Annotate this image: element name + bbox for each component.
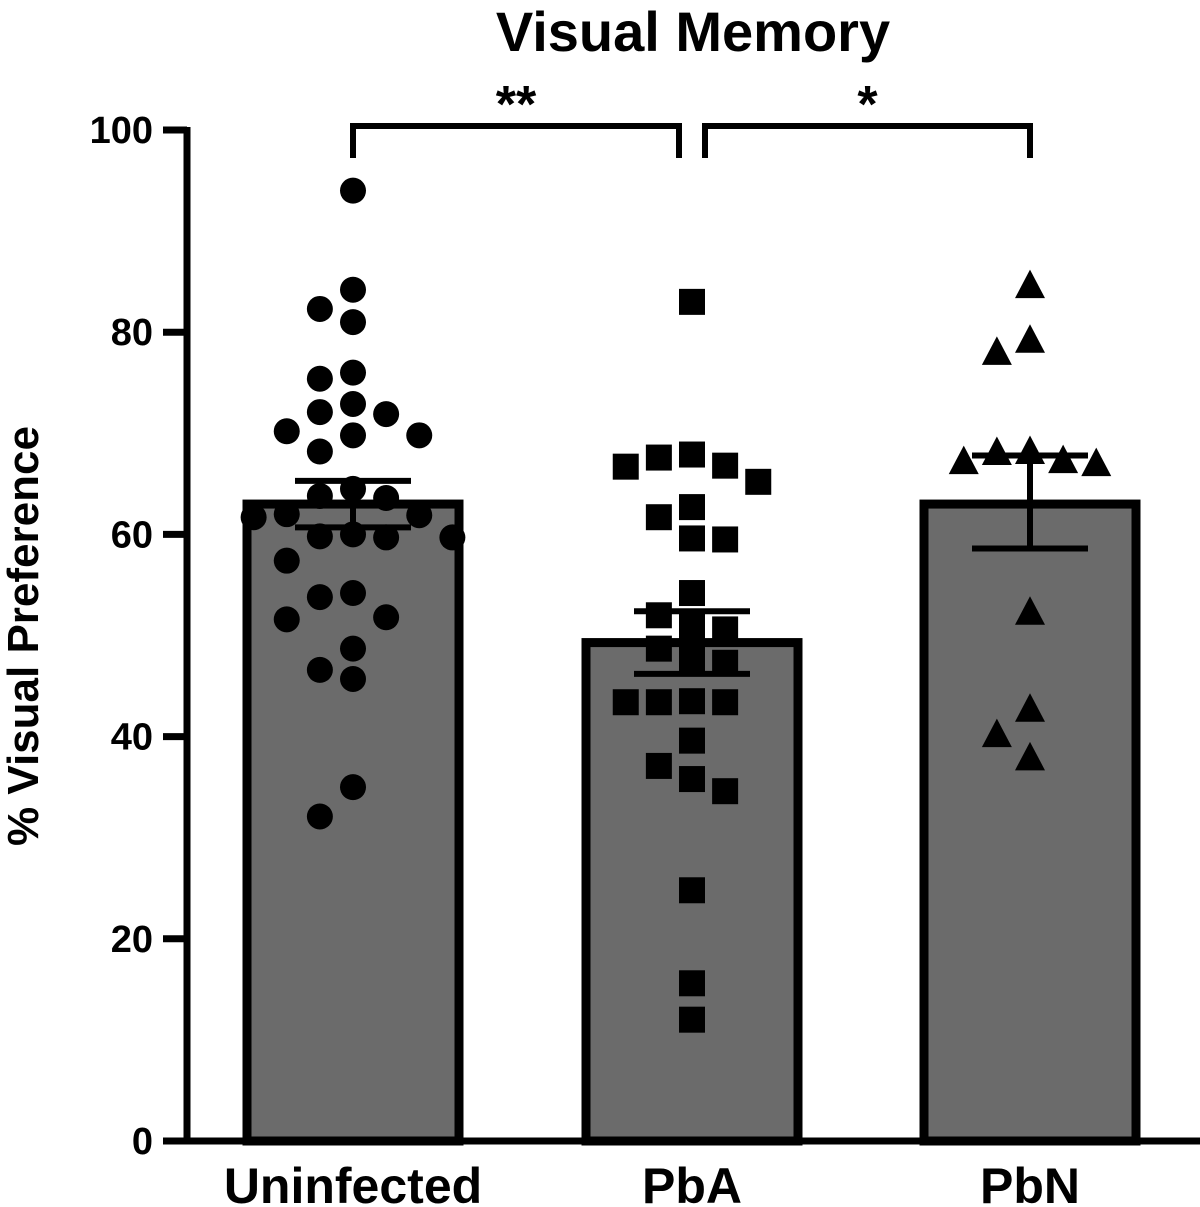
error-bars-layer (295, 452, 1088, 677)
uninfected-point (306, 584, 333, 611)
pba-point (679, 970, 705, 997)
uninfected-point (406, 422, 433, 449)
pbn-point (1015, 324, 1045, 353)
pba-point (679, 525, 705, 552)
pba-point (612, 689, 639, 716)
pbn-point (1048, 444, 1079, 474)
pba-point (645, 444, 672, 471)
pba-point (612, 453, 639, 480)
pba-point (679, 494, 705, 521)
uninfected-point (340, 422, 366, 449)
pbn-point (1015, 741, 1045, 771)
pba-point (679, 766, 705, 793)
pbn-point (1081, 447, 1112, 477)
uninfected-point (340, 177, 366, 204)
y-axis-label: % Visual Preference (0, 426, 48, 846)
pba-point (712, 452, 739, 479)
pba-point (712, 526, 739, 553)
pba-point (679, 288, 705, 315)
y-tick-label: 80 (111, 312, 153, 354)
pba-point (679, 727, 705, 754)
y-tick-label: 100 (90, 110, 153, 152)
pba-point (679, 1006, 705, 1033)
uninfected-point (240, 504, 267, 531)
uninfected-point (373, 401, 400, 428)
points-layer (240, 177, 1112, 1033)
uninfected-point (306, 803, 333, 830)
pba-point (645, 752, 672, 779)
significance-label: * (857, 76, 878, 134)
uninfected-point (273, 501, 300, 528)
axes-layer: 0 20 40 60 80 100 Uninfected PbA PbN (90, 110, 1200, 1207)
uninfected-point (306, 482, 333, 509)
uninfected-point (340, 359, 366, 386)
uninfected-point (340, 309, 366, 336)
pba-point (679, 688, 705, 715)
uninfected-point (340, 276, 366, 303)
uninfected-point (273, 547, 300, 574)
pba-point (645, 635, 672, 662)
pbn-point (981, 718, 1012, 748)
uninfected-point (340, 580, 366, 607)
uninfected-point (340, 390, 366, 417)
pba-point (712, 616, 739, 643)
pba-point (712, 689, 739, 716)
uninfected-point (306, 295, 333, 322)
uninfected-point (340, 635, 366, 662)
uninfected-point (273, 606, 300, 633)
uninfected-point (306, 438, 333, 465)
pbn-point (981, 436, 1012, 465)
uninfected-point (406, 502, 433, 529)
pbn-point (1015, 269, 1045, 299)
uninfected-point (373, 604, 400, 631)
uninfected-point (306, 365, 333, 392)
pbn-point (1015, 693, 1045, 722)
y-tick-label: 40 (111, 717, 153, 759)
pba-point (712, 778, 739, 805)
pba-point (679, 877, 705, 904)
uninfected-point (273, 418, 300, 445)
uninfected-point (439, 524, 466, 551)
uninfected-point (373, 524, 400, 551)
uninfected-point (306, 656, 333, 683)
pbn-point (981, 336, 1012, 365)
pba-point (645, 689, 672, 716)
significance-label: ** (496, 76, 537, 134)
y-tick-label: 20 (111, 919, 153, 961)
significance-layer: ** * (350, 76, 1033, 158)
pbn-point (1015, 596, 1045, 625)
pbn-point (948, 445, 979, 475)
significance-bracket (350, 123, 682, 158)
y-tick-label: 0 (132, 1121, 153, 1163)
chart-title: Visual Memory (496, 0, 890, 63)
uninfected-point (373, 485, 400, 512)
x-tick-label-pba: PbA (642, 1158, 742, 1207)
pba-point (645, 602, 672, 629)
x-tick-label-pbn: PbN (980, 1158, 1080, 1207)
significance-bracket (702, 123, 1033, 158)
uninfected-point (306, 399, 333, 426)
x-tick-label-uninfected: Uninfected (224, 1158, 482, 1207)
pba-point (745, 468, 772, 495)
pba-point (645, 504, 672, 531)
uninfected-point (340, 774, 366, 801)
pba-point (679, 441, 705, 468)
pba-point (679, 580, 705, 607)
y-tick-label: 60 (111, 514, 153, 556)
uninfected-point (340, 665, 366, 692)
